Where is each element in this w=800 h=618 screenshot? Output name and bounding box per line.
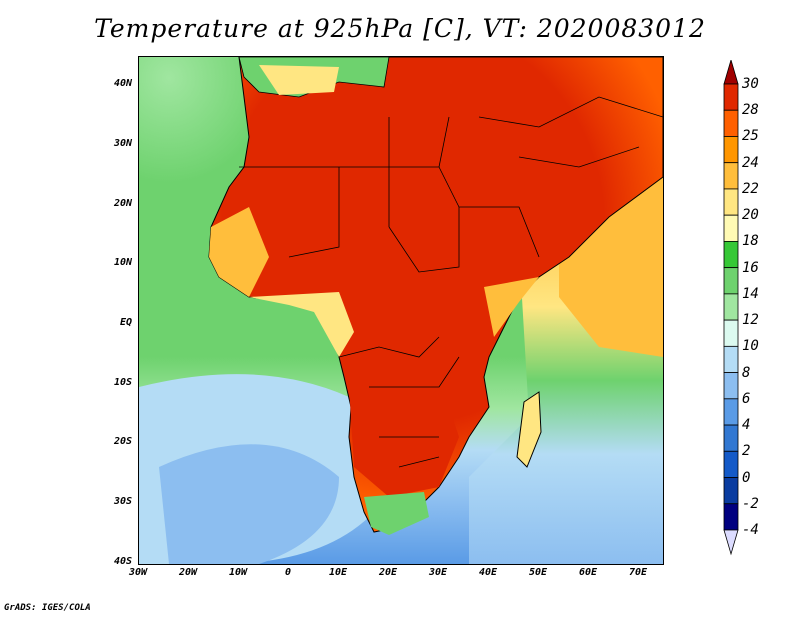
atlantic-cooler-core	[159, 444, 339, 564]
colorbar-label: 14	[742, 285, 759, 302]
colorbar-swatch	[723, 109, 739, 137]
lon-label-30e: 30E	[428, 567, 448, 578]
lat-label-eq: EQ	[119, 317, 132, 328]
lat-label-10s: 10S	[113, 377, 132, 388]
lon-label-70e: 70E	[628, 567, 648, 578]
lon-label-10w: 10W	[228, 567, 248, 578]
colorbar-label: 30	[742, 76, 759, 92]
lat-label-20n: 20N	[113, 198, 132, 209]
colorbar-swatch	[723, 503, 739, 531]
colorbar-swatch	[723, 241, 739, 269]
colorbar-swatch	[723, 319, 739, 347]
colorbar-swatch	[723, 450, 739, 478]
colorbar-swatch	[723, 477, 739, 505]
lat-label-40n: 40N	[113, 78, 132, 89]
colorbar-swatch	[723, 398, 739, 426]
colorbar-swatch	[723, 293, 739, 321]
lat-label-30n: 30N	[113, 138, 132, 149]
colorbar-label: -2	[742, 495, 759, 512]
colorbar-swatch	[723, 372, 739, 400]
colorbar-label: 28	[742, 102, 759, 119]
lat-label-40s: 40S	[113, 556, 132, 567]
colorbar-swatch	[723, 267, 739, 295]
colorbar-label: 16	[742, 259, 759, 276]
colorbar-label: 8	[742, 364, 751, 381]
colorbar	[723, 60, 739, 556]
colorbar-label: 0	[742, 469, 751, 486]
colorbar-label: 12	[742, 312, 759, 329]
lat-label-10n: 10N	[113, 257, 132, 268]
colorbar-swatch	[723, 162, 739, 190]
gulf-guinea-mild	[249, 292, 354, 357]
lon-label-50e: 50E	[528, 567, 548, 578]
country-borders	[239, 96, 663, 468]
lon-label-40e: 40E	[478, 567, 498, 578]
colorbar-swatch	[723, 424, 739, 452]
colorbar-label: 20	[742, 207, 759, 224]
map-plot-area	[138, 56, 664, 565]
lon-label-0: 0	[284, 567, 292, 578]
colorbar-swatch	[723, 188, 739, 216]
colorbar-label: 25	[742, 128, 759, 145]
colorbar-label: 4	[742, 417, 751, 434]
colorbar-label: 24	[742, 154, 759, 171]
lat-label-30s: 30S	[113, 496, 132, 507]
lon-label-20w: 20W	[178, 567, 198, 578]
colorbar-label: 2	[742, 443, 751, 460]
colorbar-label: 10	[742, 338, 759, 355]
colorbar-swatch	[723, 214, 739, 242]
colorbar-swatch	[723, 83, 739, 111]
colorbar-label: -4	[742, 522, 759, 538]
lon-label-20e: 20E	[378, 567, 398, 578]
west-coast-mild	[209, 207, 269, 297]
lon-label-30w: 30W	[128, 567, 148, 578]
chart-title: Temperature at 925hPa [C], VT: 202008301…	[94, 14, 706, 43]
lon-label-60e: 60E	[578, 567, 598, 578]
colorbar-label: 18	[742, 233, 759, 250]
temperature-map	[139, 57, 663, 564]
colorbar-swatch	[723, 136, 739, 164]
iberia-warm	[259, 65, 339, 95]
colorbar-top-arrow	[723, 60, 739, 85]
madagascar	[516, 391, 542, 468]
lat-label-20s: 20S	[113, 436, 132, 447]
south-africa-cool	[364, 492, 429, 535]
lon-label-10e: 10E	[328, 567, 348, 578]
colorbar-swatch	[723, 345, 739, 373]
horn-mild	[484, 277, 539, 337]
colorbar-label: 22	[742, 180, 759, 197]
colorbar-label: 6	[742, 390, 751, 407]
credit-text: GrADS: IGES/COLA	[4, 603, 91, 613]
colorbar-bottom-arrow	[723, 529, 739, 556]
